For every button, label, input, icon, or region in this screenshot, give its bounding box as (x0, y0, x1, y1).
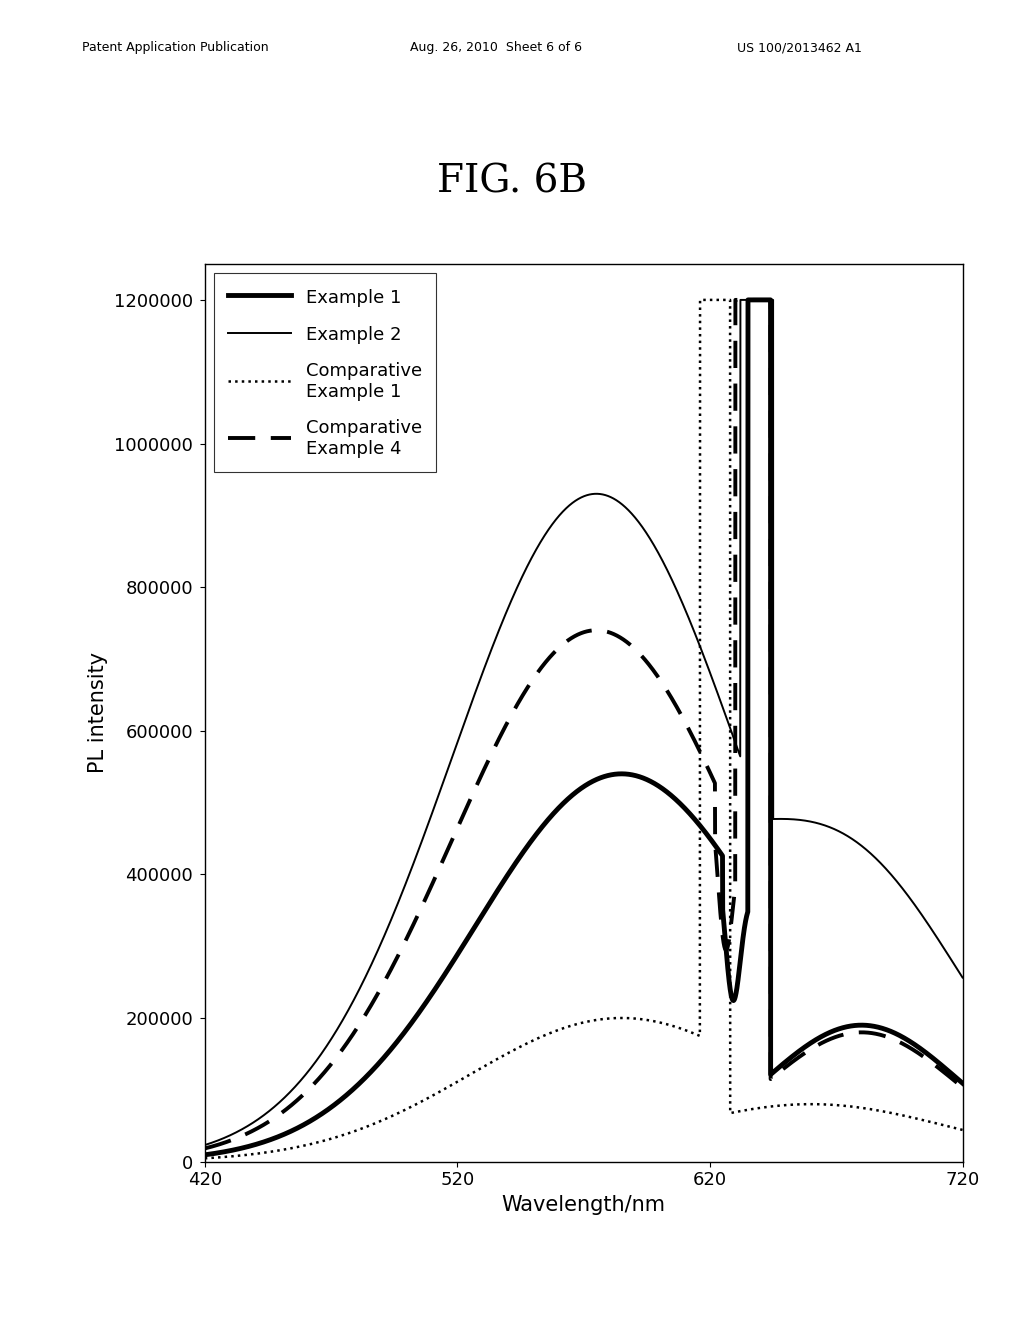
Legend: Example 1, Example 2, Comparative
Example 1, Comparative
Example 4: Example 1, Example 2, Comparative Exampl… (214, 273, 436, 473)
Text: US 100/2013462 A1: US 100/2013462 A1 (737, 41, 862, 54)
Text: Patent Application Publication: Patent Application Publication (82, 41, 268, 54)
X-axis label: Wavelength/nm: Wavelength/nm (502, 1195, 666, 1214)
Y-axis label: PL intensity: PL intensity (88, 652, 109, 774)
Text: Aug. 26, 2010  Sheet 6 of 6: Aug. 26, 2010 Sheet 6 of 6 (410, 41, 582, 54)
Text: FIG. 6B: FIG. 6B (437, 164, 587, 201)
